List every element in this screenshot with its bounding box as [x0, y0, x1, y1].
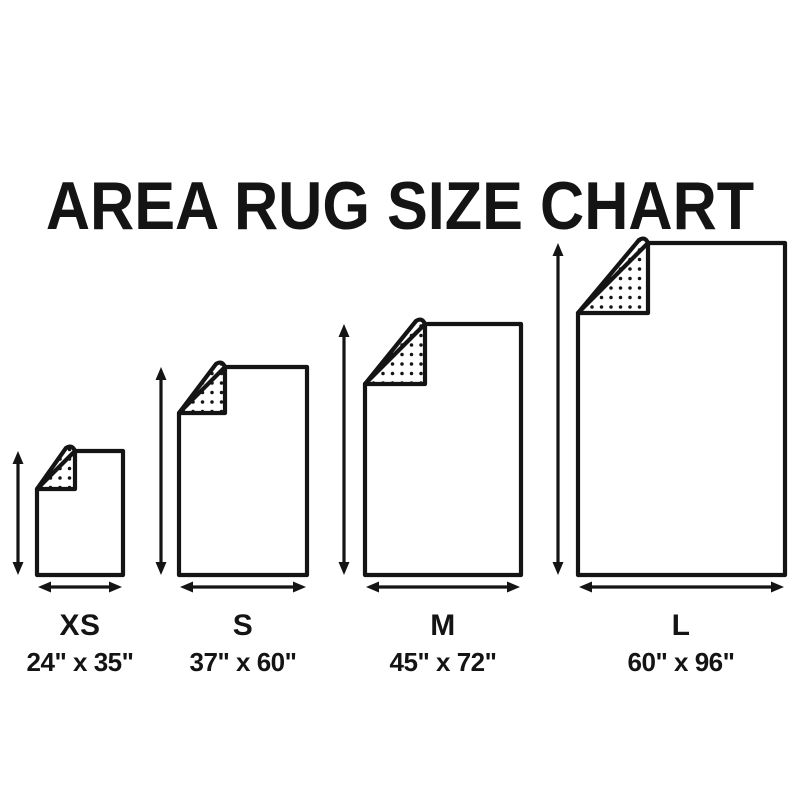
rug-folded-corner-l: [575, 236, 651, 316]
rug-folded-corner-s: [176, 360, 228, 416]
rug-group-xs: [12, 444, 126, 593]
width-arrow-icon-xs: [38, 581, 122, 593]
label-group-l: L 60" x 96": [627, 609, 735, 677]
rug-folded-corner-m: [362, 317, 428, 387]
size-dimensions-l: 60" x 96": [627, 647, 735, 677]
size-label-m: M: [430, 609, 456, 642]
label-group-xs: XS 24" x 35": [26, 609, 134, 677]
label-group-s: S 37" x 60": [189, 609, 297, 677]
height-arrow-icon-xs: [12, 451, 24, 575]
width-arrow-icon-l: [579, 581, 784, 593]
rug-group-l: [552, 236, 788, 593]
width-arrow-icon-m: [366, 581, 520, 593]
size-dimensions-xs: 24" x 35": [26, 647, 134, 677]
rug-group-m: [338, 317, 524, 593]
width-arrow-icon-s: [180, 581, 306, 593]
size-label-l: L: [671, 609, 691, 642]
height-arrow-icon-m: [338, 324, 350, 575]
rug-folded-corner-xs: [34, 444, 78, 492]
size-label-s: S: [232, 609, 254, 642]
height-arrow-icon-l: [552, 243, 564, 575]
height-arrow-icon-s: [155, 367, 167, 575]
rug-group-s: [155, 360, 310, 593]
size-dimensions-s: 37" x 60": [189, 647, 297, 677]
label-group-m: M 45" x 72": [389, 609, 497, 677]
size-dimensions-m: 45" x 72": [389, 647, 497, 677]
size-label-xs: XS: [59, 609, 101, 642]
page-title: AREA RUG SIZE CHART: [45, 167, 755, 244]
